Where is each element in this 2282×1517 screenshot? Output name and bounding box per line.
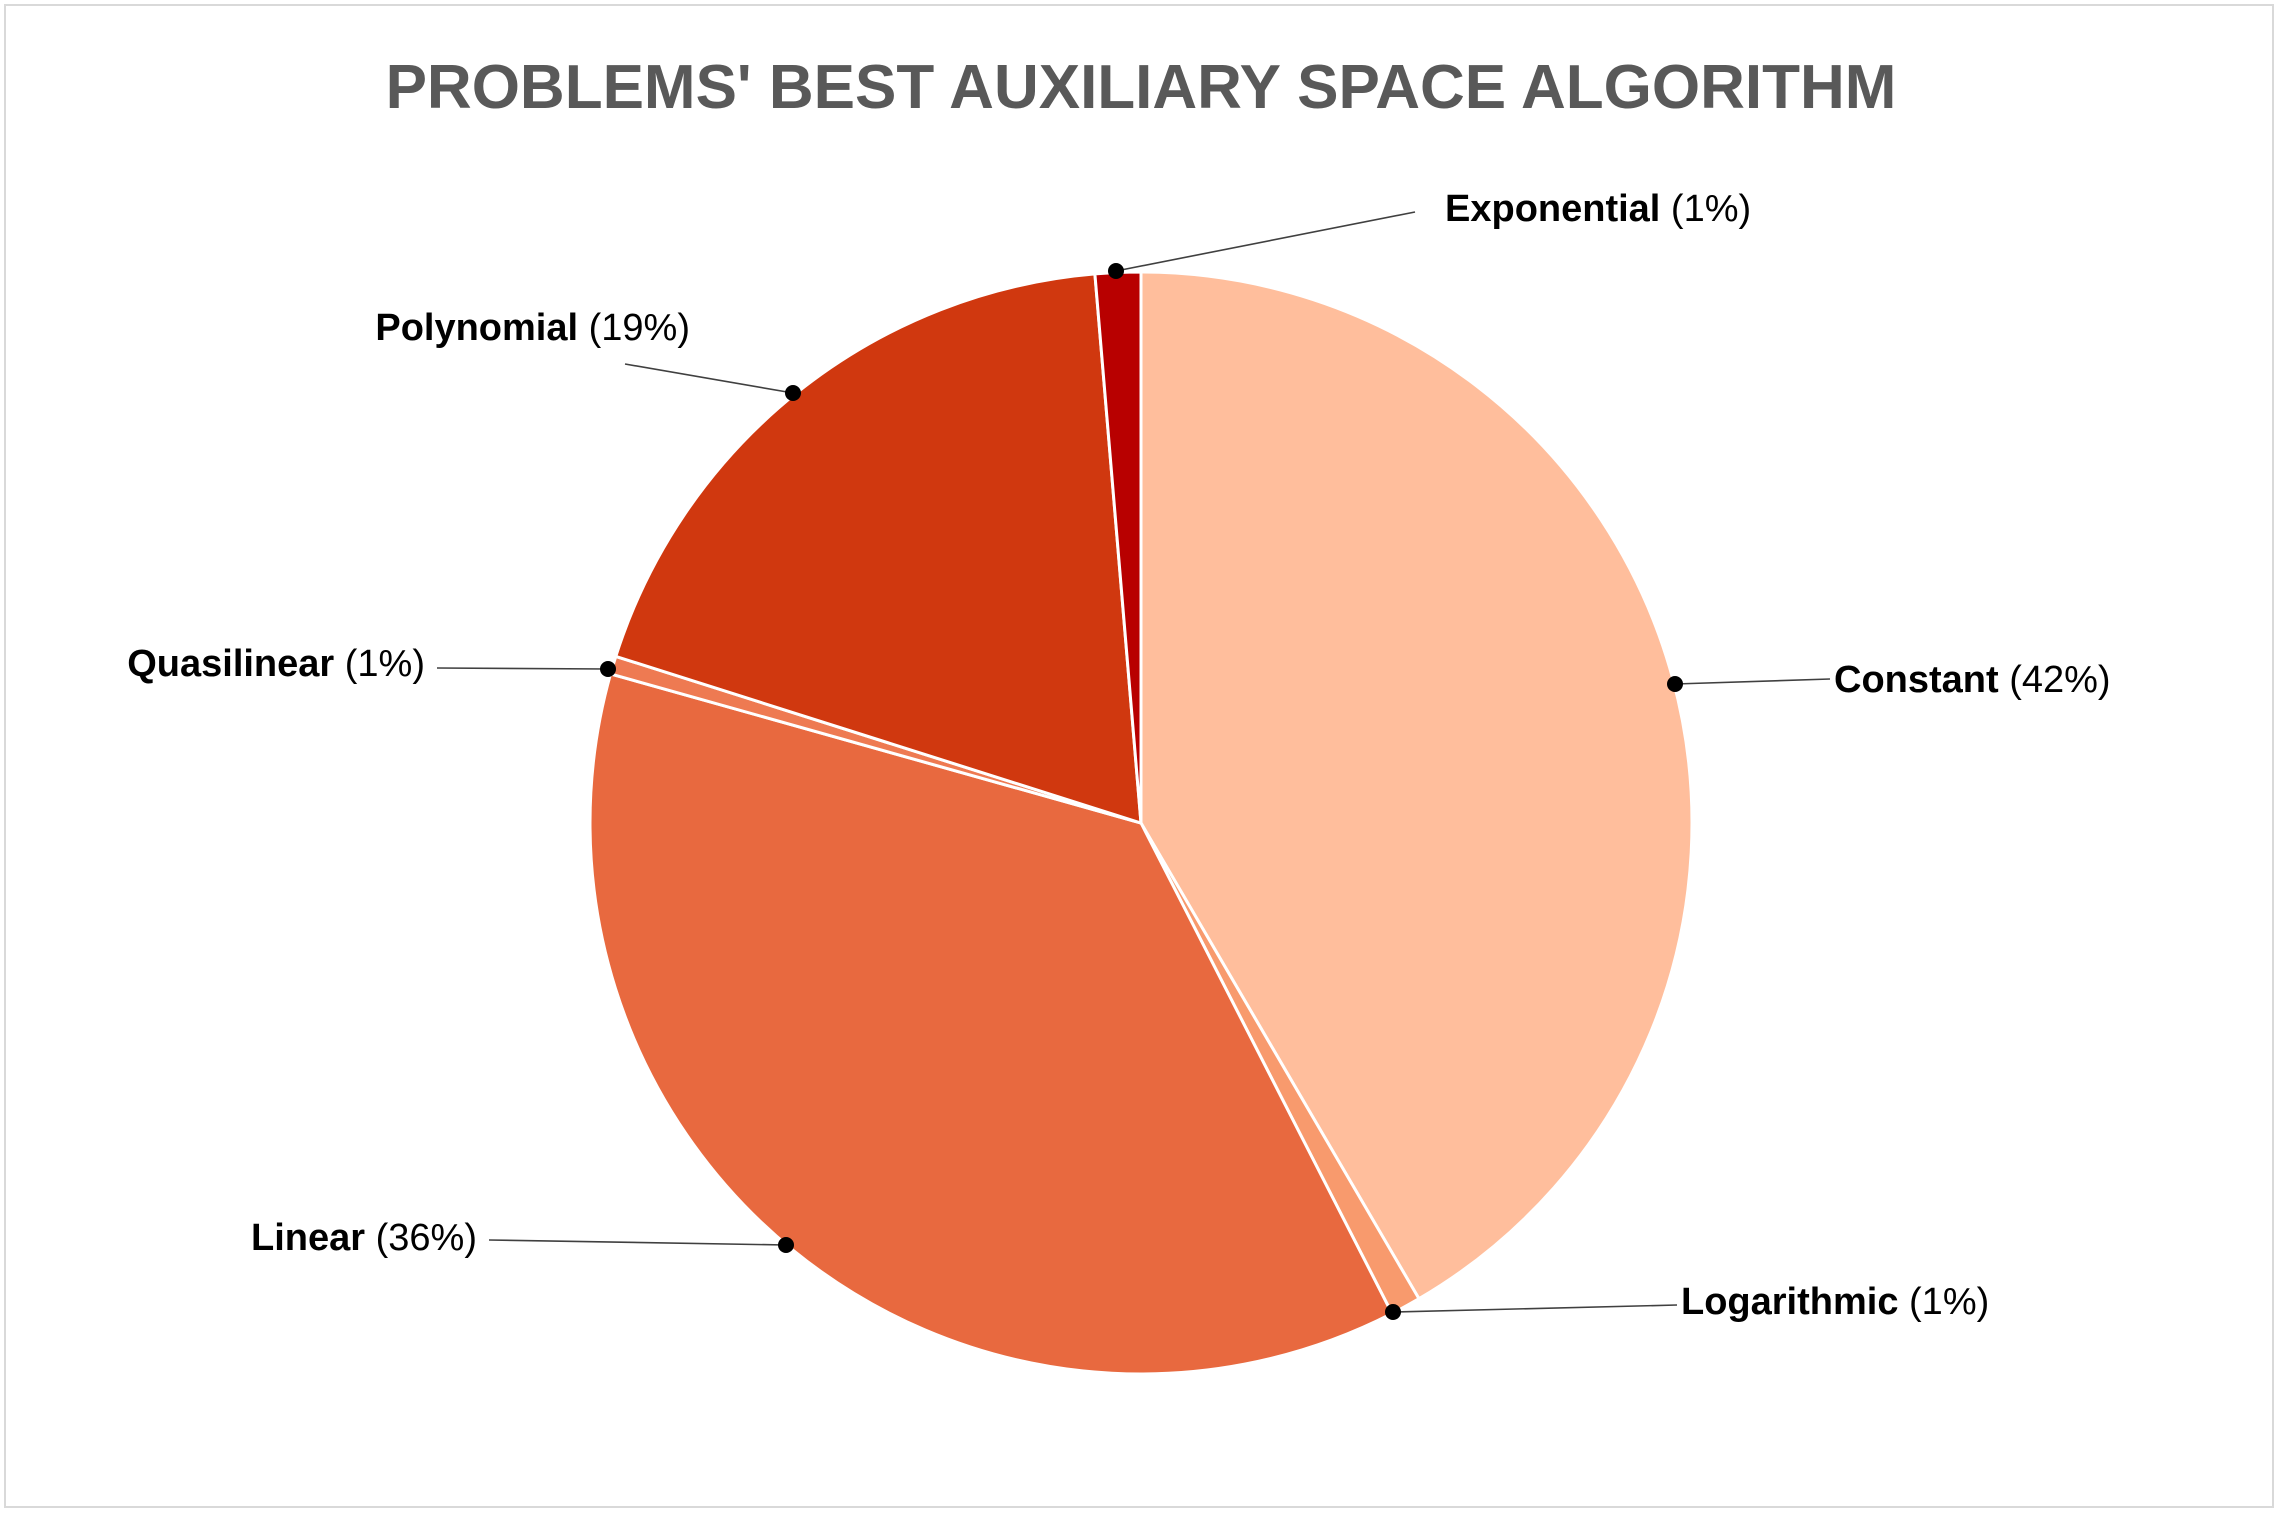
- data-label-name: Polynomial: [375, 307, 588, 349]
- leader-line-constant: [1674, 678, 1831, 685]
- leader-line-logarithmic: [1392, 1304, 1678, 1313]
- data-label-linear: Linear (36%): [251, 1217, 477, 1259]
- leader-dot-quasilinear: [600, 661, 616, 677]
- data-label-quasilinear: Quasilinear (1%): [127, 643, 425, 685]
- data-label-name: Linear: [251, 1217, 376, 1259]
- data-label-name: Quasilinear: [127, 643, 345, 685]
- pie-slices: [588, 270, 1694, 1376]
- leader-line-exponential: [1115, 211, 1416, 272]
- chart-title: PROBLEMS' BEST AUXILIARY SPACE ALGORITHM: [386, 53, 1897, 122]
- slice-labels: Constant (42%) Logarithmic (1%) Linear (36…: [127, 188, 2110, 1323]
- data-label-percent: (1%): [1671, 188, 1751, 230]
- data-label-name: Constant: [1834, 659, 2009, 701]
- leader-line-linear: [488, 1239, 787, 1246]
- data-label-name: Logarithmic: [1681, 1281, 1909, 1323]
- leader-line-polynomial: [624, 363, 794, 394]
- data-label-name: Exponential: [1445, 188, 1671, 230]
- leader-dot-linear: [778, 1237, 794, 1253]
- data-label-percent: (1%): [1909, 1281, 1989, 1323]
- data-label-percent: (1%): [345, 643, 425, 685]
- leader-dot-logarithmic: [1385, 1304, 1401, 1320]
- leader-dot-exponential: [1108, 263, 1124, 279]
- data-label-exponential: Exponential (1%): [1445, 188, 1751, 230]
- data-label-percent: (42%): [2009, 659, 2110, 701]
- data-label-percent: (36%): [376, 1217, 477, 1259]
- data-label-percent: (19%): [589, 307, 690, 349]
- leader-dot-polynomial: [785, 385, 801, 401]
- leader-dot-constant: [1667, 676, 1683, 692]
- leader-line-quasilinear: [436, 667, 609, 670]
- data-label-constant: Constant (42%): [1834, 659, 2111, 701]
- data-label-logarithmic: Logarithmic (1%): [1681, 1281, 1989, 1323]
- data-label-polynomial: Polynomial (19%): [375, 307, 690, 349]
